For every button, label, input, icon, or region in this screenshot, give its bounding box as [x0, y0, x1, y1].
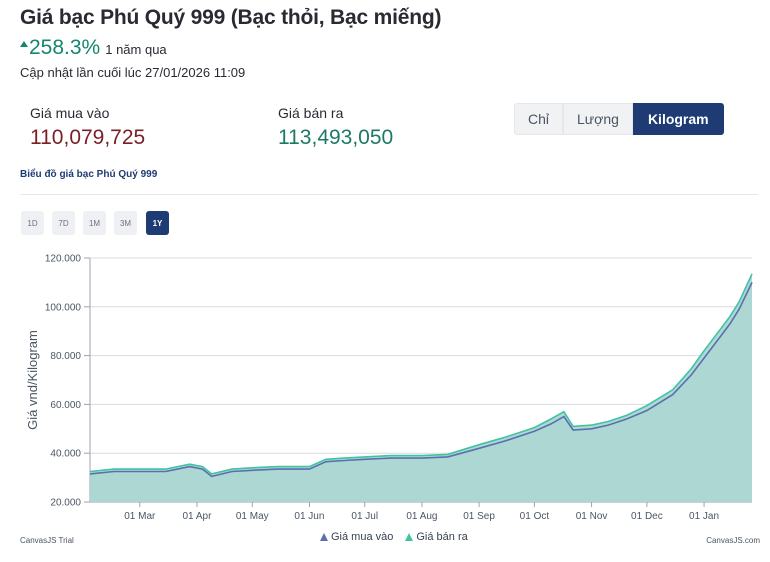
unit-kilogram-button[interactable]: Kilogram [632, 103, 724, 135]
unit-luong-button[interactable]: Lượng [563, 103, 633, 135]
change-period: 1 năm qua [105, 42, 167, 57]
chart-legend: Giá mua vào Giá bán ra [320, 531, 468, 543]
unit-selector: Chỉ Lượng Kilogram [514, 103, 724, 135]
range-1d-button[interactable]: 1D [21, 211, 44, 235]
x-tick-label: 01 Jan [689, 511, 719, 522]
x-tick-label: 01 Sep [463, 511, 495, 522]
x-tick-label: 01 Oct [520, 511, 550, 522]
series-area-buy [90, 282, 752, 502]
y-axis-label: Giá vnd/Kilogram [25, 330, 40, 430]
divider [20, 194, 758, 195]
x-tick-label: 01 May [236, 511, 269, 522]
change-percent: 258.3% [29, 36, 101, 59]
x-tick-label: 01 Mar [124, 511, 156, 522]
x-tick-label: 01 Jul [351, 511, 378, 522]
credit-right: CanvasJS.com [706, 536, 760, 545]
y-tick-label: 40.000 [50, 449, 81, 460]
series-line-buy [89, 282, 753, 478]
x-tick-label: 01 Dec [631, 511, 663, 522]
x-tick-label: 01 Nov [576, 511, 608, 522]
triangle-icon [320, 533, 328, 541]
buy-price: 110,079,725 [30, 126, 146, 149]
price-chart[interactable]: 20.000 40.000 60.000 80.000 100.000 120.000 0… [0, 240, 770, 530]
y-tick-label: 120.000 [45, 254, 82, 265]
range-3m-button[interactable]: 3M [114, 211, 137, 235]
y-tick-label: 20.000 [50, 498, 81, 509]
unit-chi-button[interactable]: Chỉ [514, 103, 564, 135]
page-title: Giá bạc Phú Quý 999 (Bạc thỏi, Bạc miếng… [20, 6, 442, 29]
y-tick-label: 60.000 [50, 400, 81, 411]
buy-label: Giá mua vào [30, 105, 110, 121]
x-tick-label: 01 Aug [406, 511, 437, 522]
x-tick-label: 01 Jun [294, 511, 324, 522]
legend-buy-label: Giá mua vào [331, 531, 394, 543]
legend-item-buy[interactable]: Giá mua vào [320, 531, 393, 543]
credit-left: CanvasJS Trial [20, 536, 74, 545]
chart-section-title: Biểu đồ giá bạc Phú Quý 999 [20, 169, 158, 180]
range-1y-button[interactable]: 1Y [146, 211, 169, 235]
y-tick-label: 80.000 [50, 351, 81, 362]
x-tick-label: 01 Apr [182, 511, 212, 522]
last-updated: Cập nhật lần cuối lúc 27/01/2026 11:09 [20, 65, 246, 80]
y-tick-label: 100.000 [45, 302, 82, 313]
range-7d-button[interactable]: 7D [52, 211, 75, 235]
sell-price: 113,493,050 [278, 126, 394, 149]
triangle-icon [405, 533, 414, 541]
range-1m-button[interactable]: 1M [83, 211, 106, 235]
series-line-sell [89, 273, 753, 475]
legend-sell-label: Giá bán ra [416, 531, 468, 543]
price-change: 258.3% 1 năm qua [20, 36, 167, 60]
arrow-up-icon [20, 41, 28, 47]
sell-label: Giá bán ra [278, 105, 344, 121]
legend-item-sell[interactable]: Giá bán ra [405, 531, 468, 543]
